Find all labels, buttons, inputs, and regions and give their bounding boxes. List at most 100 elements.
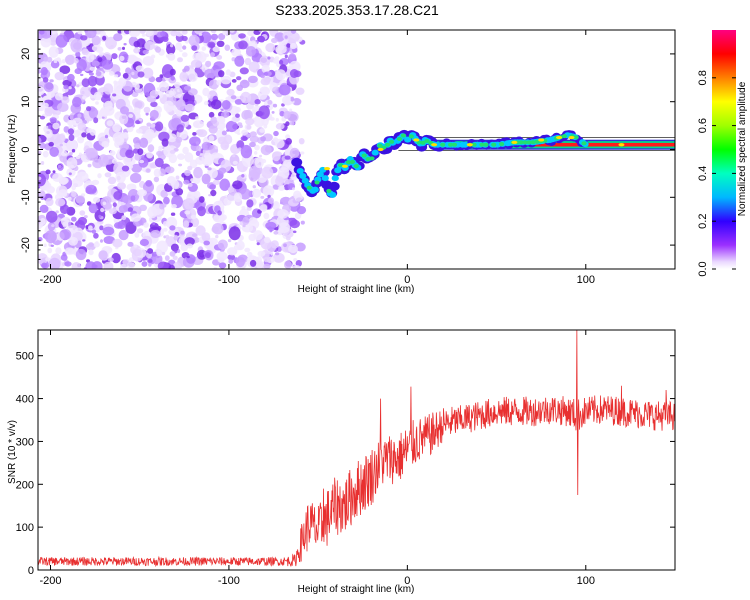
noise-blob bbox=[99, 225, 104, 231]
noise-blob bbox=[231, 79, 237, 83]
noise-blob bbox=[117, 182, 126, 190]
noise-blob bbox=[254, 144, 260, 151]
noise-blob bbox=[225, 69, 232, 76]
noise-blob bbox=[172, 255, 178, 261]
noise-blob bbox=[39, 115, 46, 120]
noise-blob bbox=[95, 71, 102, 77]
noise-blob bbox=[122, 46, 125, 51]
noise-blob bbox=[67, 128, 75, 135]
noise-blob bbox=[163, 196, 170, 205]
noise-blob bbox=[172, 262, 182, 269]
noise-blob bbox=[188, 88, 198, 96]
noise-blob bbox=[123, 156, 131, 166]
noise-blob bbox=[59, 229, 72, 240]
noise-blob bbox=[165, 234, 170, 239]
noise-blob bbox=[128, 30, 141, 38]
noise-blob bbox=[180, 114, 190, 122]
noise-blob bbox=[77, 136, 85, 144]
noise-blob bbox=[108, 208, 117, 215]
noise-blob bbox=[106, 120, 114, 127]
noise-blob bbox=[133, 107, 141, 116]
ridge-blob-inner bbox=[561, 134, 567, 139]
noise-blob bbox=[165, 54, 170, 58]
noise-blob bbox=[204, 252, 211, 259]
noise-blob bbox=[139, 204, 148, 211]
noise-blob bbox=[133, 47, 141, 54]
noise-blob bbox=[257, 250, 266, 257]
noise-blob bbox=[54, 71, 65, 81]
noise-blob bbox=[127, 207, 133, 212]
noise-blob bbox=[179, 49, 183, 53]
noise-blob bbox=[120, 106, 129, 115]
noise-blob bbox=[228, 226, 241, 241]
noise-blob bbox=[285, 121, 290, 127]
spectrogram-ylabel: Frequency (Hz) bbox=[7, 115, 18, 184]
noise-blob bbox=[88, 203, 98, 214]
noise-blob bbox=[169, 149, 176, 154]
noise-blob bbox=[216, 40, 225, 47]
noise-blob bbox=[103, 236, 115, 244]
noise-blob bbox=[112, 238, 123, 248]
y-tick-label: 300 bbox=[16, 436, 34, 448]
noise-blob bbox=[170, 212, 176, 216]
x-tick-label: 0 bbox=[404, 274, 410, 286]
noise-blob bbox=[237, 147, 242, 151]
noise-blob bbox=[188, 71, 198, 82]
noise-blob bbox=[268, 197, 274, 204]
noise-blob bbox=[107, 192, 111, 197]
noise-blob bbox=[115, 136, 125, 146]
noise-blob bbox=[55, 198, 66, 207]
noise-blob bbox=[209, 184, 216, 190]
noise-blob bbox=[149, 222, 159, 230]
noise-blob bbox=[164, 166, 175, 174]
noise-blob bbox=[152, 222, 156, 225]
noise-blob bbox=[92, 197, 101, 203]
noise-blob bbox=[76, 84, 80, 88]
noise-blob bbox=[208, 194, 212, 197]
noise-blob bbox=[71, 177, 84, 188]
noise-blob bbox=[42, 77, 49, 83]
noise-blob bbox=[222, 30, 228, 36]
noise-blob bbox=[107, 176, 117, 185]
noise-blob bbox=[292, 230, 297, 234]
noise-blob bbox=[284, 230, 294, 238]
noise-blob bbox=[275, 45, 287, 54]
noise-blob bbox=[142, 49, 149, 55]
noise-blob bbox=[111, 158, 117, 164]
noise-blob bbox=[235, 256, 245, 268]
noise-blob bbox=[239, 79, 250, 89]
x-tick-label: 100 bbox=[577, 274, 595, 286]
ridge-hotspot bbox=[466, 143, 473, 147]
noise-blob bbox=[141, 33, 146, 37]
noise-blob bbox=[263, 123, 268, 129]
noise-blob bbox=[87, 75, 98, 87]
noise-blob bbox=[63, 126, 70, 133]
noise-blob bbox=[216, 54, 223, 60]
noise-blob bbox=[66, 139, 78, 152]
noise-blob bbox=[292, 187, 295, 191]
noise-blob bbox=[93, 91, 102, 101]
noise-blob bbox=[167, 53, 176, 61]
y-tick-label: 400 bbox=[16, 394, 34, 406]
noise-blob bbox=[65, 54, 75, 65]
noise-blob bbox=[271, 111, 275, 114]
noise-blob bbox=[80, 73, 84, 77]
snr-panel: -200 -100 0 100 0 100 200 300 400 500 Height of … bbox=[7, 329, 676, 595]
noise-blob bbox=[208, 135, 215, 142]
noise-blob bbox=[133, 142, 141, 149]
noise-blob bbox=[145, 180, 153, 187]
noise-blob bbox=[205, 60, 212, 68]
noise-blob bbox=[155, 76, 163, 83]
noise-blob bbox=[237, 122, 243, 127]
noise-blob bbox=[91, 229, 97, 234]
noise-blob bbox=[133, 100, 145, 110]
noise-blob bbox=[208, 125, 218, 134]
noise-blob bbox=[153, 176, 160, 183]
noise-blob bbox=[102, 35, 107, 41]
ridge-blob-mid bbox=[434, 141, 442, 148]
noise-blob bbox=[248, 61, 260, 73]
noise-blob bbox=[85, 52, 95, 63]
snr-ylabel: SNR (10 * v/v) bbox=[7, 420, 18, 484]
noise-blob bbox=[43, 81, 54, 93]
noise-blob bbox=[273, 230, 279, 235]
